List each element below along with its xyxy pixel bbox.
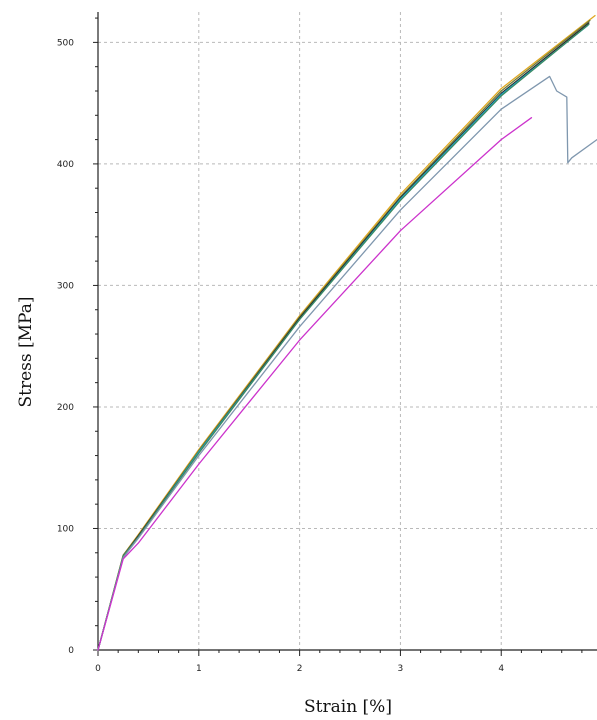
series-line-1 [97,14,596,651]
series-line-4 [97,24,589,651]
x-tick-label: 1 [196,664,202,674]
series-line-3 [97,22,590,651]
x-tick-label: 0 [95,664,101,674]
axis-layer [97,12,597,651]
tick-layer: 0 100 200 300 400 500 0 1 2 3 4 [57,17,583,674]
y-tick-label: 400 [57,160,74,170]
y-tick-label: 100 [57,524,74,534]
series-line-7 [97,117,533,651]
x-axis-title: Strain [%] [304,697,392,717]
y-tick-label: 200 [57,403,74,413]
y-tick-label: 500 [57,38,74,48]
x-tick-label: 3 [398,664,404,674]
y-tick-label: 0 [68,646,74,656]
series-layer [97,14,597,651]
grid-layer [98,12,597,650]
series-line-6 [97,75,597,651]
series-line-2 [97,19,591,651]
x-tick-label: 4 [498,664,504,674]
y-tick-label: 300 [57,281,74,291]
series-line-5 [97,23,590,651]
y-axis-title: Stress [MPa] [16,297,36,408]
x-tick-label: 2 [297,664,303,674]
